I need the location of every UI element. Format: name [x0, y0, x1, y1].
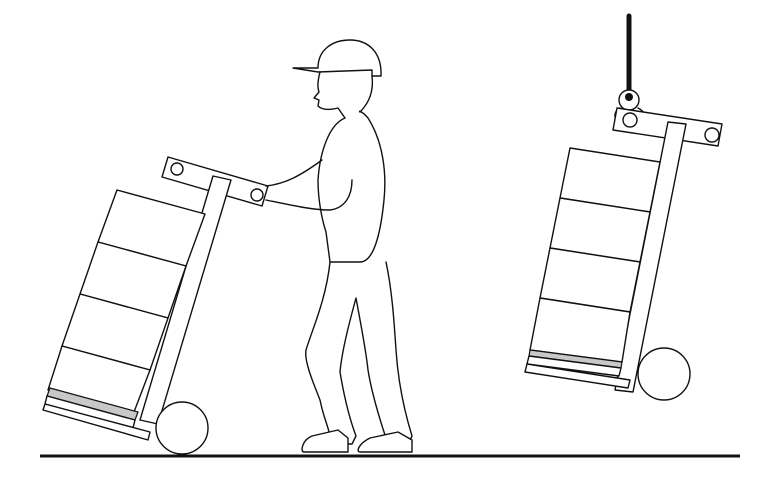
- worker-left-foot: [301, 429, 349, 453]
- right-truck-boxes: [529, 147, 661, 363]
- wheel-icon: [637, 347, 691, 401]
- left-handle-grip-icon-2: [250, 188, 264, 202]
- right-hand-truck: [524, 107, 723, 401]
- right-handle-grip-icon-2: [704, 127, 720, 143]
- hard-hat-icon: [292, 39, 382, 77]
- worker-arm: [265, 159, 353, 211]
- worker-torso: [317, 110, 386, 263]
- left-handle-grip-icon: [170, 162, 184, 176]
- worker-head: [313, 71, 374, 119]
- worker-figure: [265, 39, 413, 453]
- left-truck-boxes: [47, 189, 206, 413]
- crane-hook-assembly: [614, 13, 645, 125]
- right-handle-grip-icon: [622, 112, 638, 128]
- left-hand-truck: [42, 156, 269, 455]
- wheel-icon: [155, 401, 209, 455]
- worker-legs: [305, 261, 413, 445]
- worker-right-foot: [357, 431, 413, 453]
